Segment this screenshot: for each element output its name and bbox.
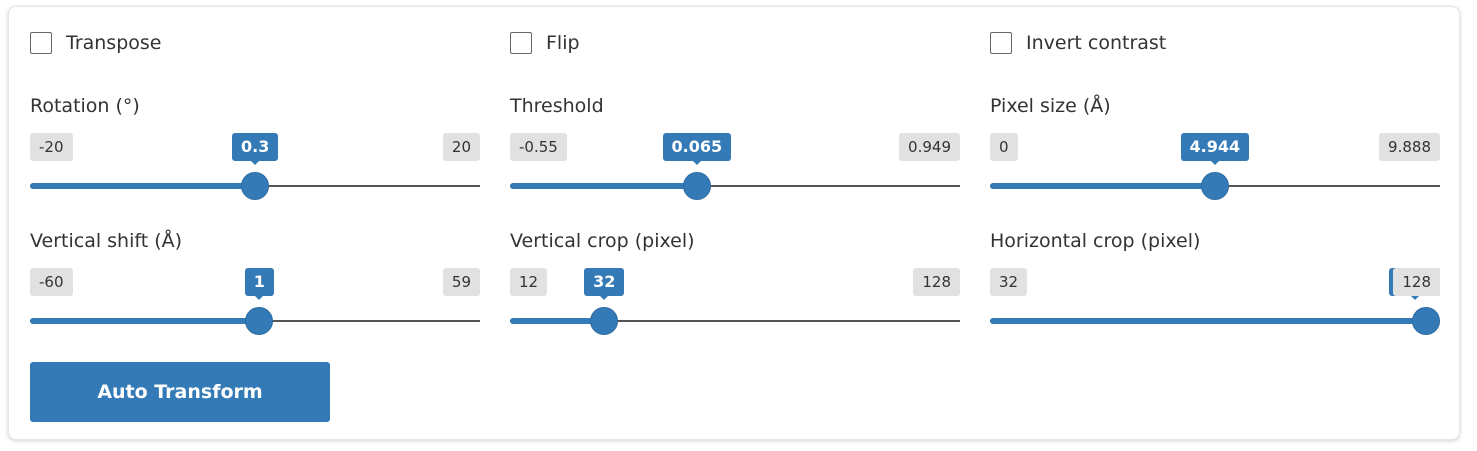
rotation-handle[interactable] xyxy=(241,172,269,200)
auto-transform-button[interactable]: Auto Transform xyxy=(30,362,330,422)
pixel-size-handle[interactable] xyxy=(1201,172,1229,200)
rotation-label: Rotation (°) xyxy=(30,95,140,117)
column-left: Transpose Rotation (°) -20 0.3 20 Vertic… xyxy=(30,7,480,439)
vertical-crop-label: Vertical crop (pixel) xyxy=(510,230,695,252)
vertical-crop-fill xyxy=(510,318,605,324)
vertical-crop-min: 12 xyxy=(510,268,548,296)
vertical-crop-handle[interactable] xyxy=(590,307,619,335)
rotation-value: 0.3 xyxy=(232,133,279,165)
transpose-label: Transpose xyxy=(66,32,162,54)
pixel-size-label: Pixel size (Å) xyxy=(990,95,1111,117)
vertical-crop-slider[interactable]: Vertical crop (pixel) 12 32 128 xyxy=(510,230,960,340)
vertical-shift-max: 59 xyxy=(442,268,480,296)
horizontal-crop-fill xyxy=(990,318,1426,324)
vertical-crop-value: 32 xyxy=(584,268,625,300)
vertical-shift-min: -60 xyxy=(30,268,73,296)
transpose-checkbox-box[interactable] xyxy=(30,32,52,54)
threshold-max: 0.949 xyxy=(899,133,960,161)
horizontal-crop-label: Horizontal crop (pixel) xyxy=(990,230,1201,252)
vertical-crop-max: 128 xyxy=(913,268,960,296)
threshold-label: Threshold xyxy=(510,95,604,117)
threshold-track[interactable] xyxy=(510,185,960,187)
pixel-size-fill xyxy=(990,183,1215,189)
horizontal-crop-slider[interactable]: Horizontal crop (pixel) 32 128 128 xyxy=(990,230,1441,340)
invert-contrast-label: Invert contrast xyxy=(1026,32,1167,54)
flip-checkbox[interactable]: Flip xyxy=(510,31,580,55)
rotation-min: -20 xyxy=(30,133,73,161)
column-right: Invert contrast Pixel size (Å) 0 4.944 9… xyxy=(990,7,1441,439)
pixel-size-min: 0 xyxy=(990,133,1018,161)
threshold-value: 0.065 xyxy=(662,133,732,165)
pixel-size-slider[interactable]: Pixel size (Å) 0 4.944 9.888 xyxy=(990,95,1440,205)
column-middle: Flip Threshold -0.55 0.065 0.949 Vertica… xyxy=(510,7,960,439)
vertical-shift-value: 1 xyxy=(244,268,274,300)
rotation-fill xyxy=(30,183,255,189)
horizontal-crop-max: 128 xyxy=(1393,268,1440,296)
pixel-size-max: 9.888 xyxy=(1379,133,1440,161)
horizontal-crop-min: 32 xyxy=(990,268,1028,296)
flip-checkbox-box[interactable] xyxy=(510,32,532,54)
horizontal-crop-handle[interactable] xyxy=(1412,307,1440,335)
vertical-crop-track[interactable] xyxy=(510,320,960,322)
rotation-max: 20 xyxy=(442,133,480,161)
transform-panel: Transpose Rotation (°) -20 0.3 20 Vertic… xyxy=(8,6,1460,440)
rotation-slider[interactable]: Rotation (°) -20 0.3 20 xyxy=(30,95,480,205)
invert-contrast-checkbox-box[interactable] xyxy=(990,32,1012,54)
vertical-shift-label: Vertical shift (Å) xyxy=(30,230,183,252)
threshold-slider[interactable]: Threshold -0.55 0.065 0.949 xyxy=(510,95,960,205)
pixel-size-value: 4.944 xyxy=(1180,133,1250,165)
threshold-fill xyxy=(510,183,698,189)
vertical-shift-fill xyxy=(30,318,260,324)
invert-contrast-checkbox[interactable]: Invert contrast xyxy=(990,31,1166,55)
threshold-handle[interactable] xyxy=(683,172,712,200)
vertical-shift-slider[interactable]: Vertical shift (Å) -60 1 59 xyxy=(30,230,480,340)
threshold-min: -0.55 xyxy=(510,133,567,161)
transpose-checkbox[interactable]: Transpose xyxy=(30,31,161,55)
vertical-shift-handle[interactable] xyxy=(245,307,274,335)
flip-label: Flip xyxy=(546,32,580,54)
